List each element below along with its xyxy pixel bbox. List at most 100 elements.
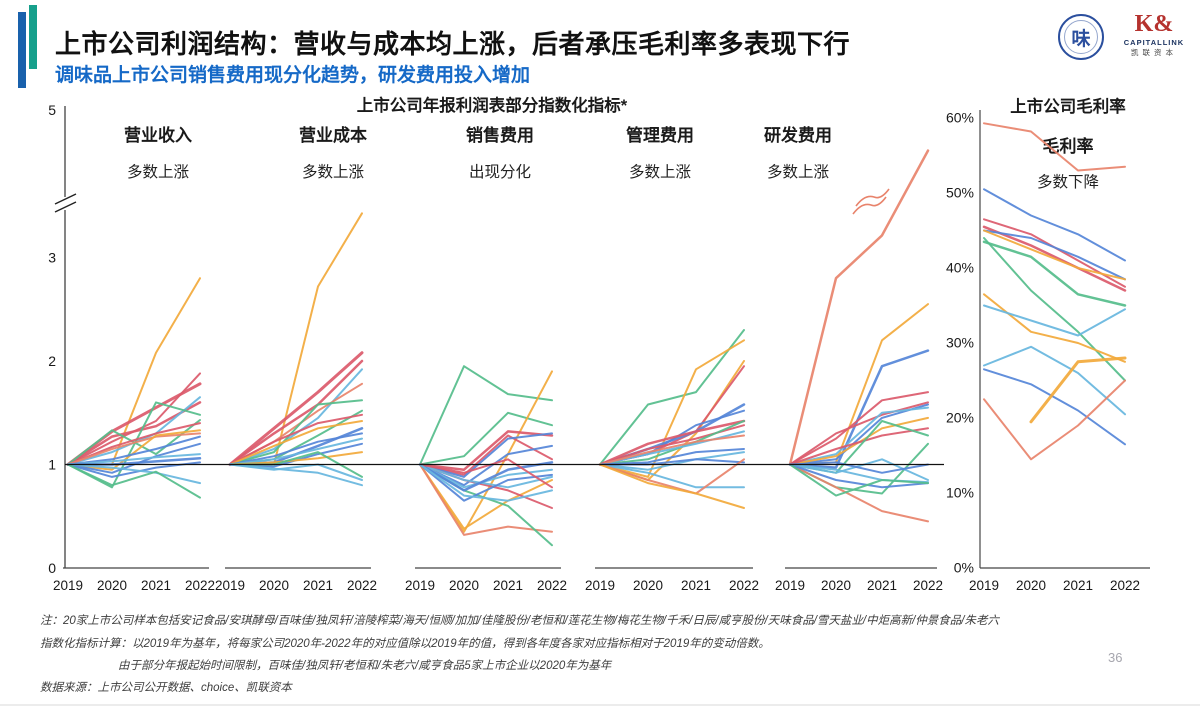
series-line bbox=[788, 149, 930, 466]
panel-trend-operating-cost: 多数上涨 bbox=[302, 163, 365, 181]
x-tick-label: 2021 bbox=[141, 578, 171, 593]
gross-margin-trend: 多数下降 bbox=[1037, 173, 1099, 191]
panel-header-operating-cost: 营业成本 bbox=[299, 125, 367, 145]
pct-tick-label: 30% bbox=[946, 335, 974, 351]
series-line bbox=[982, 240, 1127, 307]
x-tick-label: 2021 bbox=[1063, 578, 1093, 593]
capitallink-monogram-icon: K& bbox=[1134, 11, 1174, 37]
series-line bbox=[599, 463, 745, 489]
panel-header-rd-expense: 研发费用 bbox=[764, 125, 832, 145]
series-line bbox=[599, 420, 745, 466]
series-line bbox=[419, 432, 553, 478]
series-line bbox=[419, 463, 553, 502]
panel-trend-admin-expense: 多数上涨 bbox=[629, 163, 692, 181]
series-line bbox=[228, 351, 364, 466]
y-axis-tick-label: 5 bbox=[48, 102, 56, 118]
series-line bbox=[983, 304, 1126, 337]
x-tick-label: 2022 bbox=[729, 578, 759, 593]
panel-header-selling-expense: 销售费用 bbox=[466, 125, 534, 145]
x-tick-label: 2021 bbox=[303, 578, 333, 593]
series-line bbox=[67, 453, 201, 466]
capitallink-name: CAPITALLINK bbox=[1123, 38, 1185, 47]
series-line bbox=[599, 458, 745, 495]
series-line bbox=[273, 212, 363, 466]
x-tick-label: 2022 bbox=[347, 578, 377, 593]
series-line bbox=[229, 437, 363, 466]
series-line bbox=[419, 463, 553, 489]
accent-bar-blue bbox=[18, 12, 26, 88]
x-tick-label: 2019 bbox=[53, 578, 83, 593]
series-line bbox=[229, 413, 363, 466]
series-break-mark bbox=[855, 188, 890, 207]
series-line bbox=[229, 451, 363, 466]
series-line bbox=[229, 463, 363, 481]
footnote-base-year: 由于部分年报起始时间限制，百味佳/独凤轩/老恒和/朱老六/咸亨食品5家上市企业以… bbox=[118, 660, 612, 672]
series-line bbox=[983, 379, 1126, 461]
pct-tick-label: 40% bbox=[946, 260, 974, 276]
series-line bbox=[983, 368, 1126, 446]
series-line bbox=[67, 435, 201, 466]
x-tick-label: 2021 bbox=[493, 578, 523, 593]
pct-tick-label: 20% bbox=[946, 410, 974, 426]
series-line bbox=[983, 188, 1126, 262]
y-axis-tick-label: 0 bbox=[48, 560, 56, 576]
series-line bbox=[599, 463, 745, 509]
x-tick-label: 2021 bbox=[867, 578, 897, 593]
pct-tick-label: 0% bbox=[954, 560, 974, 576]
series-line bbox=[229, 399, 363, 466]
series-line bbox=[789, 406, 929, 466]
series-line bbox=[67, 463, 201, 485]
series-line bbox=[983, 229, 1126, 281]
x-tick-label: 2021 bbox=[681, 578, 711, 593]
x-tick-label: 2019 bbox=[585, 578, 615, 593]
gross-margin-metric: 毛利率 bbox=[1043, 136, 1094, 156]
series-line bbox=[599, 329, 745, 466]
panel-header-admin-expense: 管理费用 bbox=[626, 125, 694, 145]
axis-break-mark bbox=[54, 193, 77, 205]
footnote-data-source: 数据来源：上市公司公开数据、choice、凯联资本 bbox=[40, 682, 292, 694]
series-line bbox=[229, 432, 363, 466]
x-tick-label: 2022 bbox=[913, 578, 943, 593]
x-tick-label: 2022 bbox=[185, 578, 215, 593]
x-tick-label: 2020 bbox=[449, 578, 479, 593]
series-line bbox=[419, 463, 553, 502]
panel-trend-operating-revenue: 多数上涨 bbox=[127, 163, 190, 181]
pct-tick-label: 50% bbox=[946, 185, 974, 201]
series-line bbox=[983, 229, 1126, 281]
series-line bbox=[599, 434, 745, 466]
series-break-mark bbox=[852, 196, 887, 215]
panel-header-operating-revenue: 营业收入 bbox=[124, 125, 192, 145]
x-tick-label: 2020 bbox=[1016, 578, 1046, 593]
x-tick-label: 2020 bbox=[633, 578, 663, 593]
series-line bbox=[789, 401, 929, 466]
series-line bbox=[67, 463, 201, 499]
series-line bbox=[418, 461, 554, 492]
series-line bbox=[419, 411, 553, 466]
capitallink-chinese-name: 凯联资本 bbox=[1131, 47, 1177, 57]
x-tick-label: 2020 bbox=[259, 578, 289, 593]
seal-logo-character: 味 bbox=[1071, 28, 1091, 50]
pct-tick-label: 10% bbox=[946, 485, 974, 501]
series-line bbox=[789, 461, 929, 474]
gross-margin-title: 上市公司毛利率 bbox=[1010, 96, 1126, 116]
series-line bbox=[67, 432, 201, 466]
page-title: 上市公司利润结构：营收与成本均上涨，后者承压毛利率多表现下行 bbox=[55, 29, 851, 59]
series-line bbox=[598, 419, 746, 466]
panel-trend-selling-expense: 出现分化 bbox=[469, 163, 531, 181]
x-tick-label: 2019 bbox=[969, 578, 999, 593]
footnote-sample-list: 注：20家上市公司样本包括安记食品/安琪酵母/百味佳/独凤轩/涪陵榨菜/海天/恒… bbox=[40, 615, 999, 627]
series-line bbox=[419, 463, 553, 536]
page-number: 36 bbox=[1108, 650, 1123, 665]
x-tick-label: 2022 bbox=[537, 578, 567, 593]
x-tick-label: 2019 bbox=[405, 578, 435, 593]
series-line bbox=[789, 391, 929, 466]
x-tick-label: 2020 bbox=[821, 578, 851, 593]
series-line bbox=[67, 429, 201, 471]
series-line bbox=[419, 463, 553, 530]
y-axis-tick-label: 1 bbox=[48, 457, 56, 473]
series-line bbox=[789, 463, 929, 497]
x-tick-label: 2019 bbox=[775, 578, 805, 593]
page-subtitle: 调味品上市公司销售费用现分化趋势，研发费用投入增加 bbox=[55, 65, 531, 86]
x-tick-label: 2019 bbox=[215, 578, 245, 593]
